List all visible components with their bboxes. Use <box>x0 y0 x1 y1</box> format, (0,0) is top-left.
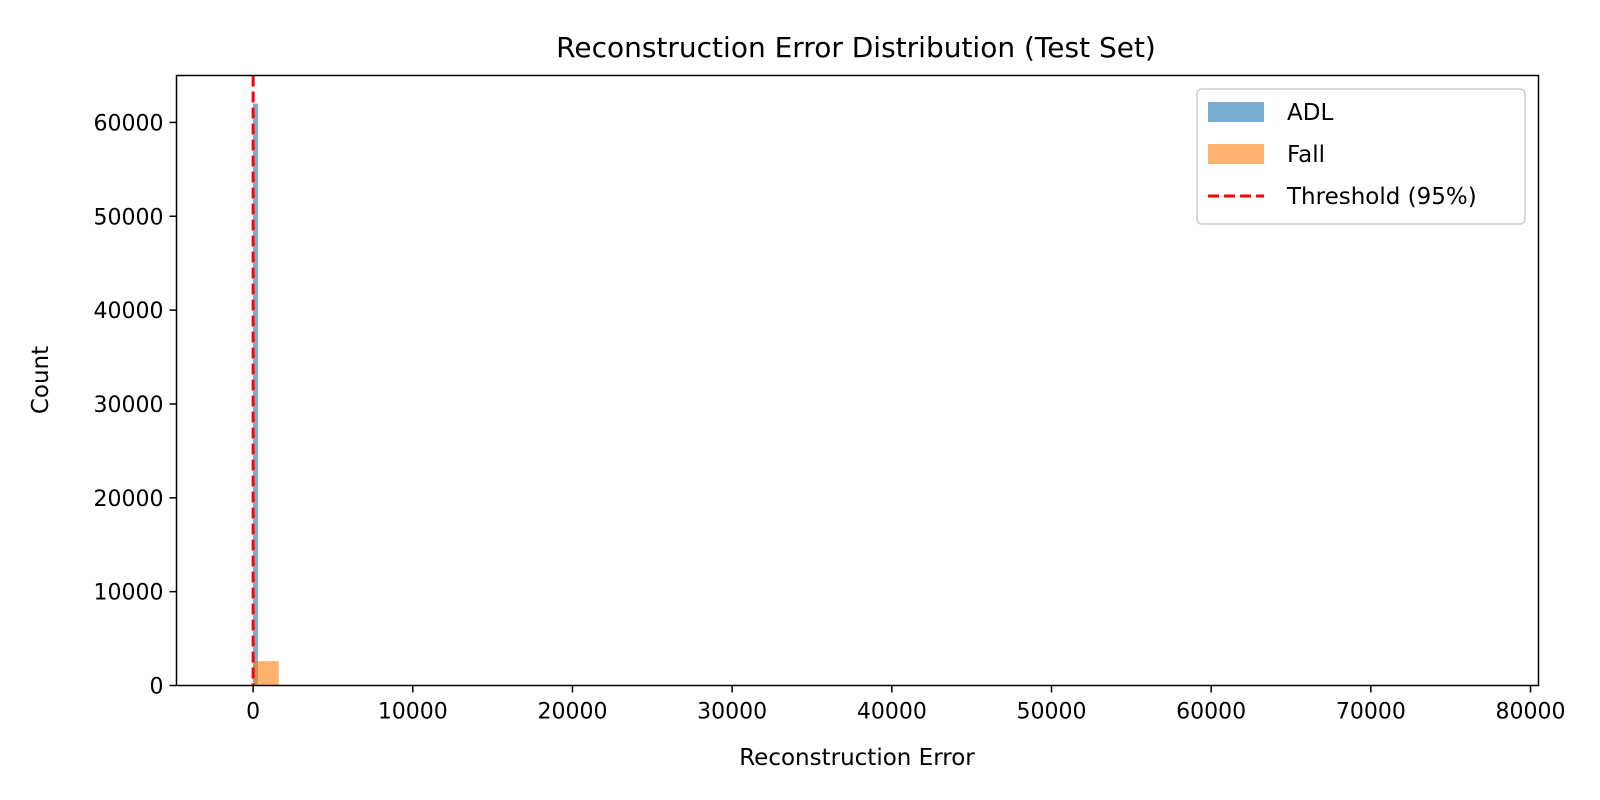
x-tick-label: 40000 <box>857 700 927 725</box>
legend-items: ADL Fall Threshold (95%) <box>1208 100 1477 210</box>
x-tick-label: 60000 <box>1176 700 1246 725</box>
x-axis-label: Reconstruction Error <box>739 745 975 771</box>
legend-swatch-adl <box>1208 102 1264 122</box>
legend-box <box>1196 88 1526 225</box>
y-tick-label: 0 <box>150 675 164 700</box>
y-tick-label: 30000 <box>94 393 164 418</box>
y-axis-label: Count <box>28 346 54 414</box>
x-tick-label: 50000 <box>1017 700 1087 725</box>
y-tick-label: 40000 <box>94 299 164 324</box>
x-tick-label: 80000 <box>1496 700 1566 725</box>
legend-label-fall: Fall <box>1287 142 1325 168</box>
legend-label-threshold-95: Threshold (95%) <box>1286 184 1477 210</box>
x-tick-label: 0 <box>246 700 260 725</box>
legend-swatch-fall <box>1208 144 1264 164</box>
legend: ADL Fall Threshold (95%) <box>1196 88 1526 225</box>
x-tick-label: 70000 <box>1336 700 1406 725</box>
y-tick-label: 20000 <box>94 487 164 512</box>
x-tick-label: 20000 <box>537 700 607 725</box>
y-axis-ticks: 0 10000 20000 30000 40000 50000 60000 <box>94 111 177 700</box>
x-tick-label: 30000 <box>697 700 767 725</box>
bars-layer <box>253 103 279 686</box>
legend-label-adl: ADL <box>1287 100 1333 126</box>
x-tick-label: 10000 <box>378 700 448 725</box>
bar-adl-0 <box>253 103 258 686</box>
x-axis-ticks: 0 10000 20000 30000 40000 50000 60000 70000 8000… <box>246 685 1566 725</box>
y-tick-label: 50000 <box>94 205 164 230</box>
y-tick-label: 10000 <box>94 581 164 606</box>
bar-fall-0 <box>253 661 279 686</box>
y-tick-label: 60000 <box>94 111 164 136</box>
chart-title: Reconstruction Error Distribution (Test … <box>556 31 1156 64</box>
plot-frame <box>175 74 1540 687</box>
